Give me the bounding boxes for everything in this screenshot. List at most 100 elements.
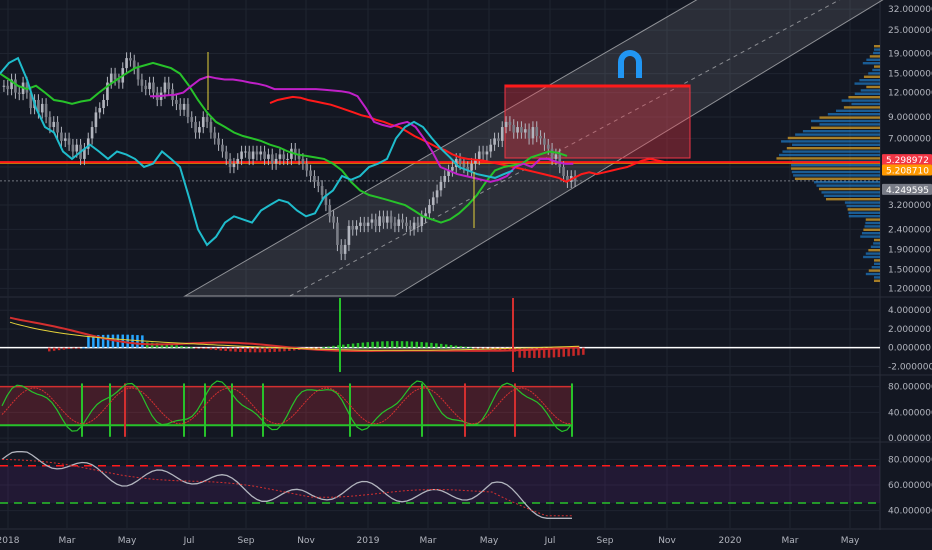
volume-profile-bar <box>819 116 880 119</box>
volume-profile-bar <box>874 259 880 262</box>
candle-body <box>451 167 454 171</box>
candle-body <box>324 194 328 205</box>
volume-profile-bar <box>865 272 880 276</box>
histogram-bar <box>253 347 257 353</box>
price-axis[interactable]: 32.000000 25.000000 19.000000 15.000000 12.0… <box>882 5 932 517</box>
histogram-bar <box>101 334 105 348</box>
candle-body <box>374 219 378 226</box>
candle-body <box>378 216 381 226</box>
histogram-bar <box>106 334 110 348</box>
histogram-bar <box>425 342 428 348</box>
histogram-bar <box>190 347 193 349</box>
histogram-bar <box>395 341 399 348</box>
price-axis-label: 1.900000 <box>888 245 931 255</box>
volume-profile-bar <box>802 130 880 133</box>
time-axis[interactable]: 2018 Mar May Jul Sep Nov 2019 Mar May Jul Sep Nov 20… <box>0 536 860 546</box>
price-axis-label: 7.000000 <box>888 134 931 144</box>
histogram-bar <box>82 347 85 349</box>
candle-body <box>339 244 343 254</box>
histogram-bar <box>126 334 129 348</box>
candle-body <box>558 154 562 168</box>
volume-profile-bar <box>859 79 880 82</box>
regression-channel <box>183 0 884 297</box>
candle-body <box>401 219 404 223</box>
time-axis-label: Nov <box>658 536 676 546</box>
volume-profile-bar <box>779 153 880 157</box>
candle-body <box>435 190 439 198</box>
volume-profile-bar <box>873 51 880 55</box>
histogram-bar <box>533 347 536 358</box>
price-axis-label: 32.000000 <box>888 5 932 15</box>
candle-body <box>508 121 512 125</box>
candle-body <box>500 127 504 141</box>
price-axis-label: 15.000000 <box>888 70 932 80</box>
histogram-bar <box>322 347 325 349</box>
volume-profile-bar <box>819 123 880 126</box>
price-badge-label: 4.249595 <box>886 186 929 196</box>
candle-body <box>205 117 209 122</box>
indicator-line <box>0 56 514 247</box>
candle-body <box>140 79 144 86</box>
histogram-bar <box>268 347 271 353</box>
candle-body <box>539 136 542 139</box>
candle-body <box>17 92 21 94</box>
oscillator-pane-1[interactable] <box>0 298 880 372</box>
candle-body <box>382 216 385 223</box>
candle-body <box>290 148 293 159</box>
histogram-bar <box>52 347 56 351</box>
candle-body <box>286 158 289 160</box>
time-axis-label: Sep <box>238 536 255 546</box>
candle-body <box>424 213 427 217</box>
histogram-bar <box>567 347 570 357</box>
histogram-bar <box>430 342 433 348</box>
candle-body <box>167 82 171 90</box>
time-axis-label: 2019 <box>357 536 380 546</box>
histogram-bar <box>498 347 502 351</box>
candle-body <box>178 103 182 110</box>
candle-body <box>497 138 500 141</box>
candle-body <box>493 138 496 145</box>
oscillator-pane-2[interactable] <box>0 380 573 437</box>
price-badge <box>882 154 932 166</box>
price-pane[interactable] <box>0 0 932 297</box>
osc2-axis-label: 40.000000 <box>888 408 932 418</box>
histogram-bar <box>77 347 80 349</box>
candle-body <box>477 151 481 159</box>
candle-body <box>405 222 408 226</box>
volume-profile-bar <box>874 65 880 68</box>
candle-body <box>516 127 519 133</box>
volume-profile-bar <box>874 45 880 48</box>
histogram-bar <box>195 347 198 349</box>
candle-body <box>14 79 17 93</box>
indicator-line <box>150 75 574 183</box>
candle-body <box>217 138 220 145</box>
candle-body <box>412 222 416 230</box>
candle-body <box>132 60 136 69</box>
candle-body <box>389 216 393 223</box>
volume-profile-bar <box>864 225 880 228</box>
candle-body <box>48 117 52 128</box>
candle-body <box>546 144 550 149</box>
candle-body <box>385 216 389 223</box>
candle-body <box>94 112 98 128</box>
volume-profile-bar <box>786 147 880 150</box>
price-axis-label: 25.000000 <box>888 26 932 36</box>
histogram-bar <box>141 335 144 348</box>
volume-profile-bar <box>826 198 880 201</box>
candle-body <box>504 121 508 128</box>
candle-body <box>550 148 554 159</box>
time-axis-label: Jul <box>544 536 556 546</box>
volume-profile-bar <box>854 92 880 95</box>
osc1-axis-label: 0.000000 <box>888 344 931 354</box>
oscillator-pane-3[interactable] <box>0 451 880 519</box>
candle-body <box>347 225 351 245</box>
candle-body <box>305 163 309 171</box>
candle-body <box>359 222 362 226</box>
histogram-bar <box>160 343 164 348</box>
candles <box>2 52 577 261</box>
histogram-bar <box>351 343 355 348</box>
histogram-bar <box>405 341 409 348</box>
candle-body <box>447 170 450 176</box>
